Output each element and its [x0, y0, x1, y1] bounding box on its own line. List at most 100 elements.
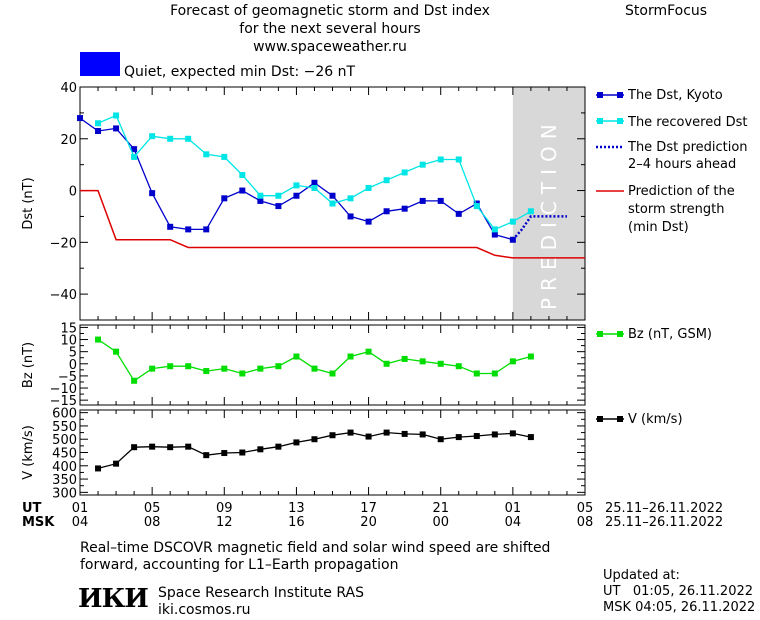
y-tick-label: −15	[50, 394, 77, 409]
data-point	[473, 370, 480, 377]
x-tick-label-ut: 09	[216, 501, 233, 516]
legend-bz: Bz (nT, GSM)	[628, 327, 713, 342]
updated-label: Updated at:	[603, 568, 680, 583]
data-point	[293, 439, 300, 446]
y-tick-label: 350	[52, 473, 77, 488]
data-point	[491, 231, 498, 238]
data-point	[383, 360, 390, 367]
data-point	[527, 208, 534, 215]
data-point	[131, 153, 138, 160]
y-tick-label: 0	[69, 185, 77, 200]
updated-msk: MSK 04:05, 26.11.2022	[603, 600, 756, 615]
data-point	[185, 443, 192, 450]
y-tick-label: 550	[52, 420, 77, 435]
data-point	[437, 197, 444, 204]
data-point	[257, 365, 264, 372]
institute-name: Space Research Institute RAS	[158, 585, 364, 601]
legend-dst-kyoto: The Dst, Kyoto	[628, 88, 723, 103]
footer-note-1: Real–time DSCOVR magnetic field and sola…	[80, 540, 551, 556]
legend-symbol-v-marker	[597, 416, 603, 422]
data-point	[275, 203, 282, 210]
data-point	[239, 172, 246, 179]
data-point	[131, 377, 138, 384]
data-point	[311, 436, 318, 443]
status-swatch	[80, 52, 120, 76]
y-tick-label: −20	[50, 236, 77, 251]
msk-range: 25.11–26.11.2022	[605, 515, 724, 530]
legend-symbol-recovered-marker	[617, 118, 623, 124]
data-point	[527, 353, 534, 360]
data-point	[95, 465, 102, 472]
data-point	[347, 213, 354, 220]
data-point	[113, 125, 120, 132]
data-point	[95, 128, 102, 135]
data-point	[239, 187, 246, 194]
data-point	[455, 434, 462, 441]
legend-symbol-kyoto-marker	[617, 92, 623, 98]
data-point	[221, 195, 228, 202]
data-point	[491, 226, 498, 233]
footer-note-2: forward, accounting for L1–Earth propaga…	[80, 557, 399, 573]
data-point	[329, 200, 336, 207]
panel-frame	[79, 324, 586, 406]
x-tick-label-ut: 17	[360, 501, 377, 516]
data-point	[527, 434, 534, 441]
prediction-region	[512, 87, 585, 320]
data-point	[113, 112, 120, 119]
data-point	[365, 184, 372, 191]
data-point	[149, 133, 156, 140]
series-line	[80, 189, 585, 259]
data-point	[329, 370, 336, 377]
data-point	[455, 210, 462, 217]
data-point	[365, 218, 372, 225]
title-line-3: www.spaceweather.ru	[253, 39, 407, 55]
data-point	[257, 197, 264, 204]
legend-symbol-v-marker	[617, 416, 623, 422]
panel-frame	[79, 409, 586, 496]
updated-ut: UT 01:05, 26.11.2022	[603, 584, 754, 599]
data-point	[203, 226, 210, 233]
data-point	[347, 429, 354, 436]
y-axis-label: V (km/s)	[21, 425, 36, 480]
x-tick-label-msk: 20	[360, 515, 377, 530]
series-line	[79, 117, 514, 241]
brand-name: StormFocus	[625, 3, 708, 19]
data-point	[383, 429, 390, 436]
legend-storm-2: storm strength	[628, 202, 725, 217]
data-point	[95, 336, 102, 343]
y-tick-label: 0	[69, 358, 77, 373]
data-point	[311, 179, 318, 186]
x-tick-label-ut: 05	[577, 501, 594, 516]
data-point	[239, 370, 246, 377]
data-point	[221, 450, 228, 457]
data-point	[113, 460, 120, 467]
data-point	[149, 365, 156, 372]
data-point	[311, 365, 318, 372]
data-point	[509, 358, 516, 365]
data-point	[275, 443, 282, 450]
status-text: Quiet, expected min Dst: −26 nT	[124, 64, 356, 80]
x-tick-label-ut: 01	[72, 501, 89, 516]
data-point	[311, 184, 318, 191]
title-line-1: Forecast of geomagnetic storm and Dst in…	[170, 3, 490, 19]
data-point	[437, 360, 444, 367]
data-point	[185, 226, 192, 233]
y-tick-label: 5	[69, 346, 77, 361]
y-tick-label: 500	[52, 433, 77, 448]
x-tick-label-msk: 16	[288, 515, 305, 530]
legend-symbol-recovered-marker	[597, 118, 603, 124]
data-point	[365, 348, 372, 355]
y-tick-label: 450	[52, 447, 77, 462]
x-tick-label-ut: 01	[505, 501, 522, 516]
y-tick-label: −10	[50, 382, 77, 397]
legend-symbol-bz-marker	[597, 331, 603, 337]
data-point	[491, 431, 498, 438]
institute-site: iki.cosmos.ru	[158, 602, 251, 618]
data-point	[329, 192, 336, 199]
data-point	[221, 365, 228, 372]
y-tick-label: 20	[60, 133, 77, 148]
data-point	[275, 363, 282, 370]
data-point	[419, 197, 426, 204]
ut-range: 25.11–26.11.2022	[605, 501, 724, 516]
legend-v: V (km/s)	[628, 412, 683, 427]
